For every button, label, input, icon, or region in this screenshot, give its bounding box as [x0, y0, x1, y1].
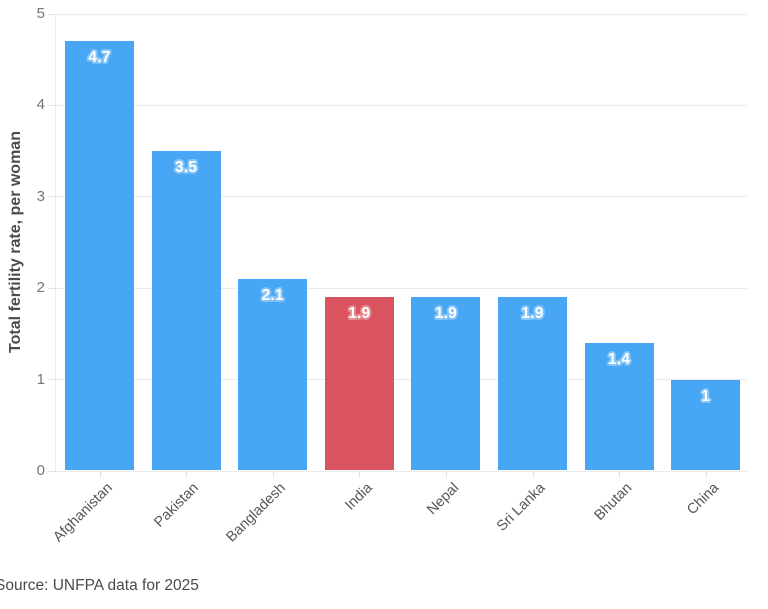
bar-bhutan — [584, 343, 654, 470]
x-axis-label-bangladesh: Bangladesh — [223, 480, 290, 546]
y-axis-tick-4 — [48, 104, 55, 106]
y-axis-tick-1 — [48, 379, 55, 381]
x-axis-tick-4 — [445, 472, 447, 477]
bar-nepal — [411, 297, 481, 470]
bar-india — [324, 297, 394, 470]
x-axis-tick-5 — [532, 472, 534, 477]
x-axis-label-china: China — [683, 480, 723, 519]
x-axis-label-pakistan: Pakistan — [151, 480, 203, 531]
bar-bangladesh — [238, 279, 308, 470]
gridline-y-1 — [55, 379, 747, 381]
bar-value-label-india: 1.9 — [348, 305, 371, 323]
gridline-y-4 — [55, 104, 747, 106]
gridline-y-5 — [55, 13, 747, 15]
x-axis-label-bhutan: Bhutan — [591, 480, 636, 524]
y-axis-line — [55, 14, 56, 471]
y-axis-tick-2 — [48, 287, 55, 289]
bar-value-label-bhutan: 1.4 — [608, 351, 631, 369]
bar-pakistan — [151, 151, 221, 470]
bar-china — [671, 379, 741, 470]
y-tick-label-3: 3 — [36, 187, 45, 205]
x-axis-tick-0 — [99, 472, 101, 477]
y-axis-title: Total fertility rate, per woman — [7, 131, 24, 353]
gridline-y-2 — [55, 287, 747, 289]
y-axis-tick-0 — [48, 470, 55, 472]
x-axis-label-sri-lanka: Sri Lanka — [494, 480, 549, 535]
x-axis-tick-1 — [186, 472, 188, 477]
y-tick-label-1: 1 — [36, 370, 45, 388]
x-axis-label-nepal: Nepal — [424, 480, 463, 519]
bar-value-label-china: 1 — [701, 387, 711, 405]
gridline-y-3 — [55, 196, 747, 198]
y-axis-tick-5 — [48, 13, 55, 15]
bar-value-label-pakistan: 3.5 — [175, 159, 198, 177]
x-axis-tick-6 — [619, 472, 621, 477]
bar-value-label-sri-lanka: 1.9 — [521, 305, 544, 323]
x-axis-tick-3 — [359, 472, 361, 477]
x-axis-tick-2 — [272, 472, 274, 477]
y-axis-tick-3 — [48, 196, 55, 198]
bar-afghanistan — [65, 41, 134, 470]
bar-value-label-bangladesh: 2.1 — [261, 287, 284, 305]
gridline-y-0 — [47, 470, 747, 472]
bar-value-label-nepal: 1.9 — [434, 305, 457, 323]
y-tick-label-2: 2 — [36, 279, 45, 297]
x-axis-label-india: India — [342, 480, 376, 514]
y-tick-label-0: 0 — [36, 462, 45, 479]
source-note: Source: UNFPA data for 2025 — [0, 577, 199, 594]
x-axis-tick-7 — [705, 472, 707, 477]
y-tick-label-5: 5 — [36, 5, 45, 22]
y-tick-label-4: 4 — [36, 96, 45, 114]
x-axis-label-afghanistan: Afghanistan — [50, 480, 116, 546]
bar-sri-lanka — [498, 297, 567, 470]
bar-value-label-afghanistan: 4.7 — [88, 49, 111, 67]
